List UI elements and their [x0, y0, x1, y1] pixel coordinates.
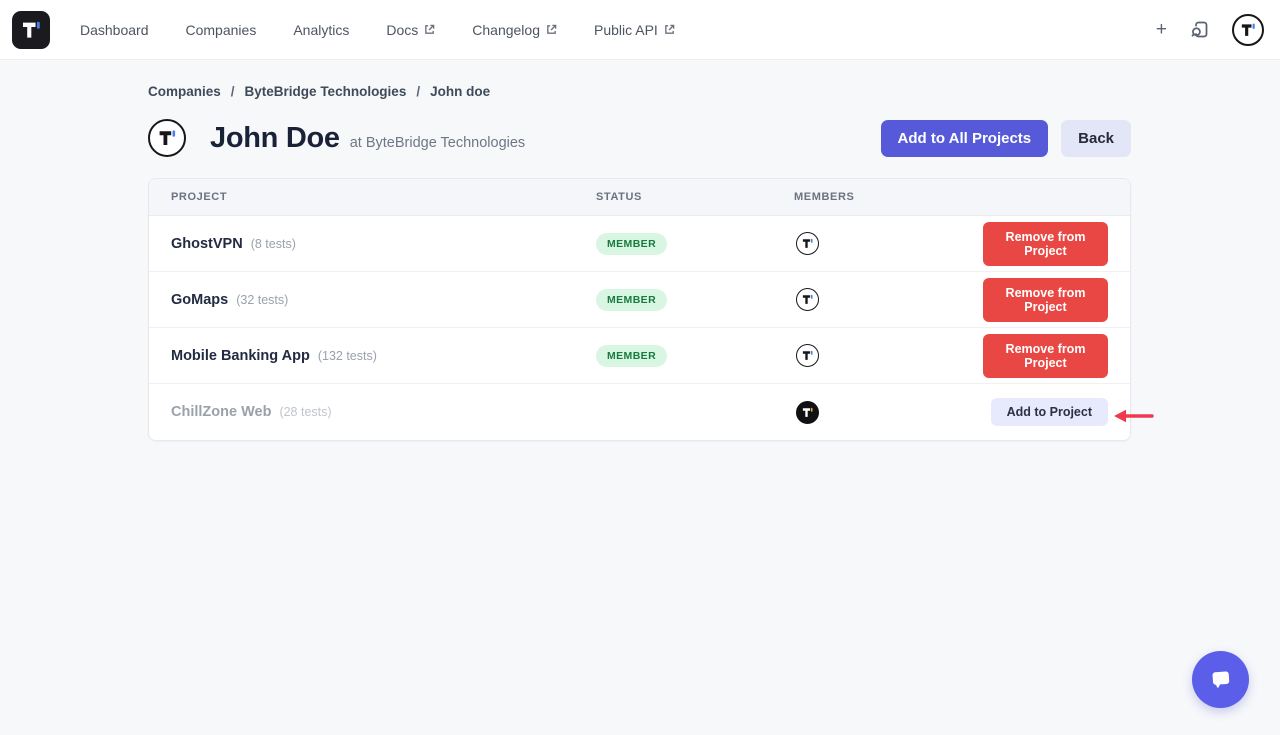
- project-test-count: (28 tests): [279, 405, 332, 419]
- page-header: John Doe at ByteBridge Technologies Add …: [148, 119, 1131, 157]
- navbar-actions: +: [1155, 13, 1264, 46]
- column-status: STATUS: [596, 191, 642, 203]
- add-to-all-projects-button[interactable]: Add to All Projects: [880, 119, 1049, 157]
- avatar-t-icon: [800, 236, 815, 251]
- project-test-count: (32 tests): [236, 292, 289, 307]
- nav-label: Dashboard: [80, 21, 149, 38]
- project-cell: GoMaps (32 tests): [149, 292, 596, 308]
- person-avatar: [148, 119, 186, 157]
- remove-from-project-button[interactable]: Remove from Project: [983, 277, 1108, 322]
- main-content: Companies / ByteBridge Technologies / Jo…: [148, 84, 1131, 441]
- status-cell: MEMBER: [596, 344, 794, 367]
- members-cell: [794, 400, 983, 424]
- project-test-count: (8 tests): [250, 236, 296, 251]
- chat-fab-button[interactable]: [1192, 651, 1249, 708]
- breadcrumb-separator: /: [416, 84, 421, 99]
- project-name: ChillZone Web: [171, 404, 272, 420]
- member-avatar: [796, 400, 819, 424]
- table-header: PROJECT STATUS MEMBERS: [149, 179, 1130, 216]
- header-actions: Add to All Projects Back: [880, 119, 1131, 157]
- back-button[interactable]: Back: [1061, 119, 1131, 157]
- project-name: Mobile Banking App: [171, 347, 310, 364]
- remove-from-project-button[interactable]: Remove from Project: [983, 333, 1108, 378]
- nav-item-analytics[interactable]: Analytics: [293, 22, 349, 38]
- table-row: GhostVPN (8 tests) MEMBER Remove from Pr…: [149, 216, 1130, 272]
- member-avatar: [796, 232, 819, 255]
- nav-item-dashboard[interactable]: Dashboard: [80, 22, 149, 38]
- page-title: John Doe: [210, 121, 340, 154]
- action-cell: Remove from Project: [983, 333, 1130, 378]
- breadcrumb-company[interactable]: ByteBridge Technologies: [244, 84, 407, 99]
- nav-label: Companies: [185, 21, 257, 38]
- avatar-t-icon: [1238, 20, 1258, 40]
- status-badge: MEMBER: [596, 288, 668, 311]
- table-row: GoMaps (32 tests) MEMBER Remove from Pro…: [149, 272, 1130, 328]
- top-navbar: Dashboard Companies Analytics Docs Chang…: [0, 0, 1280, 60]
- project-cell: Mobile Banking App (132 tests): [149, 348, 596, 364]
- nav-item-companies[interactable]: Companies: [186, 22, 257, 38]
- nav-label: Changelog: [472, 21, 540, 38]
- avatar-t-icon: [800, 292, 815, 307]
- projects-table-card: PROJECT STATUS MEMBERS GhostVPN (8 tests…: [148, 178, 1131, 441]
- nav-label: Public API: [594, 21, 658, 38]
- user-avatar[interactable]: [1232, 13, 1264, 46]
- project-name: GhostVPN: [171, 235, 243, 252]
- search-docs-icon[interactable]: [1189, 19, 1210, 40]
- avatar-t-icon: [155, 126, 179, 150]
- app-logo[interactable]: [12, 10, 50, 49]
- breadcrumb-separator: /: [230, 84, 235, 99]
- project-cell: ChillZone Web (28 tests): [149, 404, 596, 420]
- action-cell: Remove from Project: [983, 277, 1130, 322]
- member-avatar: [796, 288, 819, 311]
- nav-label: Docs: [386, 21, 419, 38]
- project-name: GoMaps: [171, 291, 229, 308]
- add-to-project-button[interactable]: Add to Project: [990, 398, 1108, 426]
- table-row: Mobile Banking App (132 tests) MEMBER Re…: [149, 328, 1130, 384]
- action-cell: Remove from Project: [983, 221, 1130, 266]
- members-cell: [794, 344, 983, 367]
- nav-item-public-api[interactable]: Public API: [594, 22, 675, 38]
- breadcrumb-current: John doe: [430, 84, 491, 99]
- action-cell: Add to Project: [983, 398, 1130, 426]
- member-avatar: [796, 344, 819, 367]
- main-nav: Dashboard Companies Analytics Docs Chang…: [80, 22, 675, 38]
- column-members: MEMBERS: [794, 191, 855, 203]
- page-subtitle: at ByteBridge Technologies: [349, 134, 526, 151]
- logo-t-icon: [18, 17, 44, 43]
- status-badge: MEMBER: [596, 344, 668, 367]
- plus-icon[interactable]: +: [1155, 19, 1167, 40]
- external-link-icon: [664, 24, 675, 34]
- annotation-arrow-icon: [1114, 409, 1154, 423]
- project-cell: GhostVPN (8 tests): [149, 236, 596, 252]
- column-project: PROJECT: [171, 191, 228, 203]
- external-link-icon: [547, 24, 557, 34]
- table-row: ChillZone Web (28 tests) Add to Project: [149, 384, 1130, 440]
- chat-bubble-icon: [1212, 671, 1229, 688]
- breadcrumb-companies[interactable]: Companies: [148, 84, 221, 99]
- avatar-t-icon: [800, 348, 815, 363]
- external-link-icon: [425, 24, 435, 34]
- remove-from-project-button[interactable]: Remove from Project: [983, 221, 1108, 266]
- project-test-count: (132 tests): [317, 348, 377, 363]
- nav-item-changelog[interactable]: Changelog: [472, 22, 557, 38]
- members-cell: [794, 288, 983, 311]
- status-cell: MEMBER: [596, 232, 794, 255]
- nav-label: Analytics: [293, 21, 350, 38]
- avatar-t-icon: [800, 405, 815, 420]
- status-badge: MEMBER: [596, 232, 668, 255]
- members-cell: [794, 232, 983, 255]
- status-cell: MEMBER: [596, 288, 794, 311]
- breadcrumb: Companies / ByteBridge Technologies / Jo…: [148, 84, 1131, 99]
- title-text: John Doe at ByteBridge Technologies: [210, 122, 525, 155]
- nav-item-docs[interactable]: Docs: [386, 22, 435, 38]
